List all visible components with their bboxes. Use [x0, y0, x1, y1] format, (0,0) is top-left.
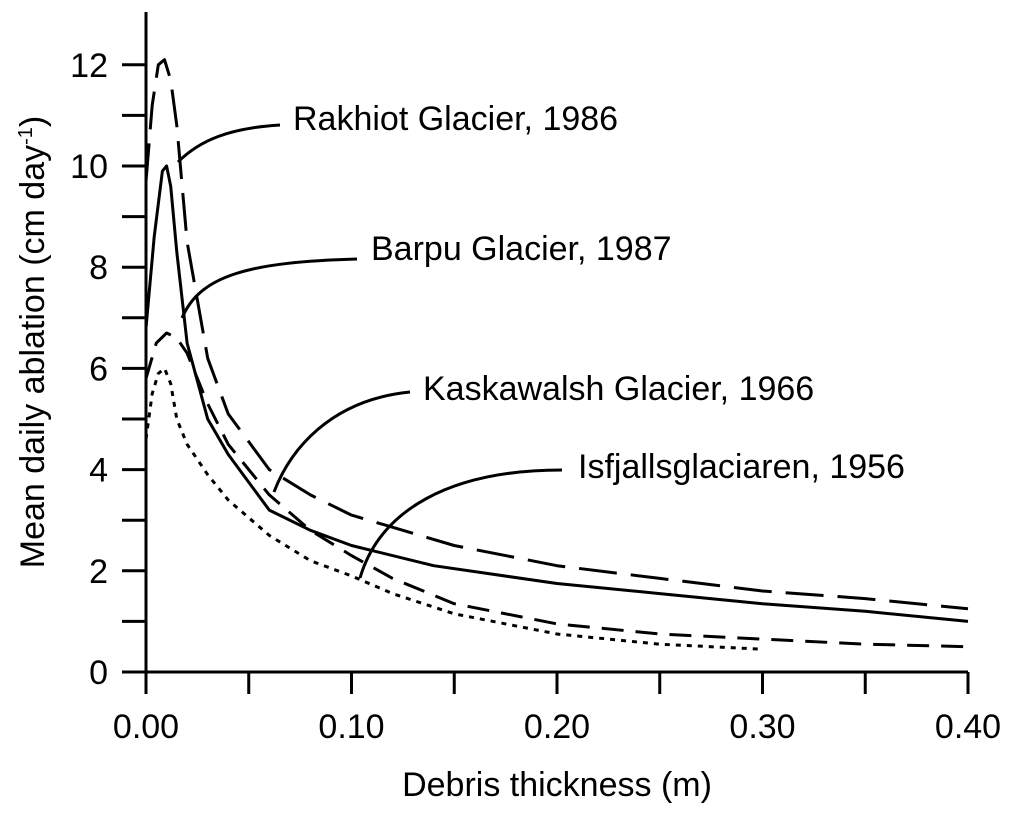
series-line-isfjallsglaciaren — [144, 366, 763, 651]
annotations: Rakhiot Glacier, 1986 Barpu Glacier, 198… — [293, 100, 905, 486]
y-tick-label: 0 — [89, 654, 108, 692]
leader-barpu — [180, 257, 358, 319]
ticks: 0.00 0.10 0.20 0.30 0.40 0 2 4 6 8 10 12 — [70, 47, 1001, 746]
annotation-barpu: Barpu Glacier, 1987 — [371, 230, 672, 268]
annotation-leaders — [176, 123, 563, 579]
x-axis-title: Debris thickness (m) — [402, 766, 712, 804]
annotation-rakhiot: Rakhiot Glacier, 1986 — [293, 100, 618, 138]
x-tick-label: 0.20 — [524, 708, 590, 746]
x-tick-label: 0.30 — [729, 708, 795, 746]
x-tick-label: 0.10 — [318, 708, 384, 746]
x-tick-label: 0.40 — [935, 708, 1001, 746]
y-axis-title-close: ) — [14, 116, 52, 127]
leader-isfjallsglaciaren — [358, 468, 563, 579]
series-layer — [144, 58, 969, 651]
y-tick-label: 4 — [89, 452, 108, 490]
y-axis-title-main: Mean daily ablation (cm day — [14, 145, 52, 568]
y-tick-label: 8 — [89, 249, 108, 287]
annotation-kaskawalsh: Kaskawalsh Glacier, 1966 — [423, 370, 814, 408]
y-axis-title-superscript: -1 — [15, 127, 37, 145]
leader-rakhiot — [176, 123, 281, 164]
annotation-isfjallsglaciaren: Isfjallsglaciaren, 1956 — [578, 448, 905, 486]
y-tick-label: 6 — [89, 350, 108, 388]
y-tick-label: 10 — [70, 148, 108, 186]
y-axis-title: Mean daily ablation (cm day-1) — [14, 116, 52, 568]
x-tick-label: 0.00 — [113, 708, 179, 746]
y-tick-label: 2 — [89, 553, 108, 591]
series-line-barpu — [144, 164, 969, 623]
series-line-rakhiot — [144, 58, 969, 611]
leader-kaskawalsh — [272, 390, 411, 493]
y-tick-label: 12 — [70, 47, 108, 85]
